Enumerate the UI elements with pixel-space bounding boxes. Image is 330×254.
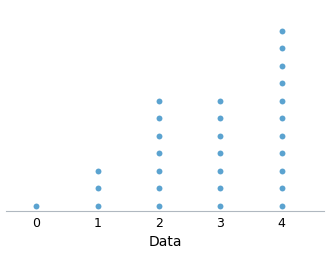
Point [156,204,161,208]
Point [156,186,161,190]
Point [279,204,284,208]
Point [217,117,223,121]
Point [95,204,100,208]
X-axis label: Data: Data [148,234,182,248]
Point [217,152,223,156]
Point [217,134,223,138]
Point [279,82,284,86]
Point [279,134,284,138]
Point [279,169,284,173]
Point [217,99,223,103]
Point [156,134,161,138]
Point [279,99,284,103]
Point [95,186,100,190]
Point [279,117,284,121]
Point [156,169,161,173]
Point [95,169,100,173]
Point [156,152,161,156]
Point [217,169,223,173]
Point [217,186,223,190]
Point [217,204,223,208]
Point [279,47,284,51]
Point [156,117,161,121]
Point [279,152,284,156]
Point [279,30,284,34]
Point [34,204,39,208]
Point [279,186,284,190]
Point [156,99,161,103]
Point [279,65,284,69]
